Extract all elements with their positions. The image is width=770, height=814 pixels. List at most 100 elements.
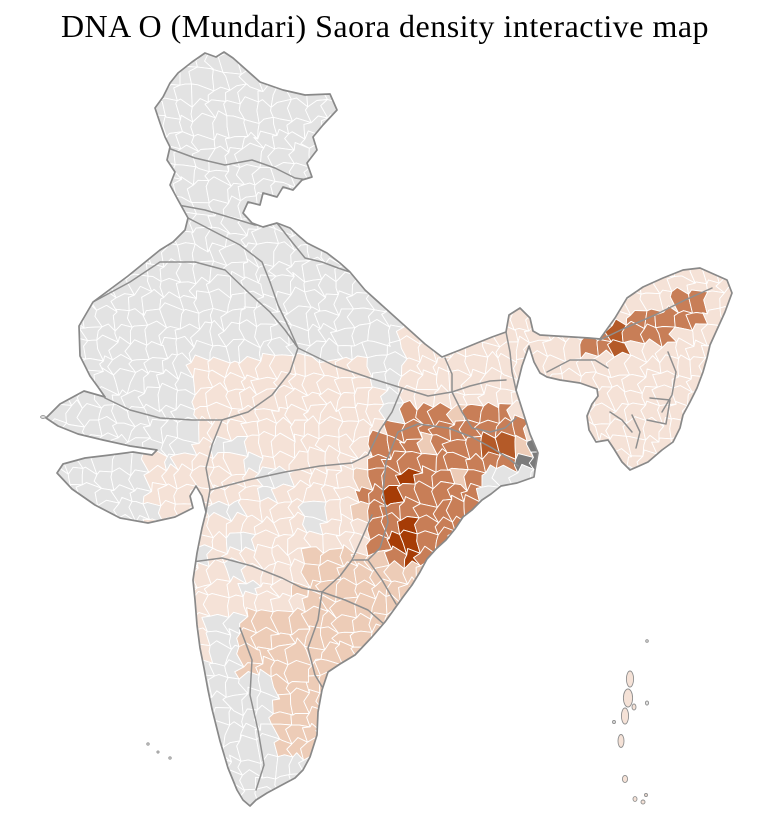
district[interactable] xyxy=(720,368,738,395)
district[interactable] xyxy=(348,706,372,729)
district[interactable] xyxy=(182,788,199,812)
district[interactable] xyxy=(526,122,547,136)
district[interactable] xyxy=(558,53,583,77)
district[interactable] xyxy=(545,256,564,284)
district[interactable] xyxy=(475,511,501,534)
district[interactable] xyxy=(443,561,470,584)
district[interactable] xyxy=(558,675,580,699)
district[interactable] xyxy=(80,655,103,682)
district[interactable] xyxy=(108,583,134,598)
district[interactable] xyxy=(44,340,68,362)
district[interactable] xyxy=(637,117,665,138)
district[interactable] xyxy=(155,544,184,572)
district[interactable] xyxy=(639,67,662,92)
district[interactable] xyxy=(509,535,530,554)
district[interactable] xyxy=(447,275,468,300)
district[interactable] xyxy=(61,177,85,203)
district[interactable] xyxy=(506,672,536,696)
district[interactable] xyxy=(332,694,359,717)
district[interactable] xyxy=(657,178,678,201)
district[interactable] xyxy=(577,98,600,121)
district[interactable] xyxy=(51,429,69,456)
district[interactable] xyxy=(482,305,499,332)
district[interactable] xyxy=(587,277,615,300)
district[interactable] xyxy=(161,532,183,552)
district[interactable] xyxy=(717,318,742,346)
district[interactable] xyxy=(622,610,646,636)
district[interactable] xyxy=(575,260,597,283)
district[interactable] xyxy=(698,398,728,426)
district[interactable] xyxy=(558,417,584,438)
district[interactable] xyxy=(271,48,297,69)
district[interactable] xyxy=(514,227,535,246)
district[interactable] xyxy=(47,576,72,603)
district[interactable] xyxy=(590,532,612,553)
district[interactable] xyxy=(481,113,502,136)
district[interactable] xyxy=(477,800,497,814)
district[interactable] xyxy=(256,46,281,76)
island[interactable] xyxy=(617,734,625,748)
district[interactable] xyxy=(555,403,584,422)
district[interactable] xyxy=(138,130,168,154)
district[interactable] xyxy=(79,39,105,58)
district[interactable] xyxy=(425,180,452,204)
district[interactable] xyxy=(651,148,675,168)
district[interactable] xyxy=(479,528,502,556)
district[interactable] xyxy=(463,609,487,637)
district[interactable] xyxy=(453,227,471,251)
district[interactable] xyxy=(557,804,583,814)
district[interactable] xyxy=(48,357,68,377)
district[interactable] xyxy=(529,256,552,284)
district[interactable] xyxy=(541,565,567,584)
district[interactable] xyxy=(670,70,694,86)
district[interactable] xyxy=(705,131,726,149)
district[interactable] xyxy=(488,802,517,814)
district[interactable] xyxy=(369,655,390,678)
district[interactable] xyxy=(527,565,550,584)
district[interactable] xyxy=(501,256,517,283)
district[interactable] xyxy=(428,163,453,187)
district[interactable] xyxy=(559,130,581,156)
district[interactable] xyxy=(385,292,408,313)
district[interactable] xyxy=(43,500,72,523)
district[interactable] xyxy=(658,577,680,603)
district[interactable] xyxy=(49,545,73,565)
district[interactable] xyxy=(34,551,54,570)
district[interactable] xyxy=(522,708,552,730)
island[interactable] xyxy=(40,415,46,419)
district[interactable] xyxy=(721,223,740,252)
district[interactable] xyxy=(416,160,440,185)
district[interactable] xyxy=(132,109,148,137)
district[interactable] xyxy=(139,772,161,797)
district[interactable] xyxy=(731,128,755,151)
district[interactable] xyxy=(76,206,101,234)
district[interactable] xyxy=(510,720,530,748)
district[interactable] xyxy=(589,514,612,541)
district[interactable] xyxy=(444,690,470,716)
district[interactable] xyxy=(716,117,736,139)
district[interactable] xyxy=(492,116,520,134)
district[interactable] xyxy=(336,129,358,151)
district[interactable] xyxy=(722,530,741,554)
district[interactable] xyxy=(605,259,632,285)
district[interactable] xyxy=(111,209,130,232)
district[interactable] xyxy=(89,566,119,588)
district[interactable] xyxy=(530,243,547,265)
district[interactable] xyxy=(685,145,712,172)
district[interactable] xyxy=(45,306,73,331)
district[interactable] xyxy=(738,340,756,361)
district[interactable] xyxy=(507,549,534,570)
district[interactable] xyxy=(510,519,531,539)
district[interactable] xyxy=(557,594,583,615)
district[interactable] xyxy=(574,177,595,203)
district[interactable] xyxy=(83,694,103,712)
district[interactable] xyxy=(654,467,677,493)
district[interactable] xyxy=(525,309,550,332)
district[interactable] xyxy=(610,148,629,167)
district[interactable] xyxy=(562,481,583,507)
district[interactable] xyxy=(414,270,440,293)
district[interactable] xyxy=(387,754,402,778)
district[interactable] xyxy=(719,101,743,124)
district[interactable] xyxy=(448,259,469,280)
district[interactable] xyxy=(510,177,535,204)
